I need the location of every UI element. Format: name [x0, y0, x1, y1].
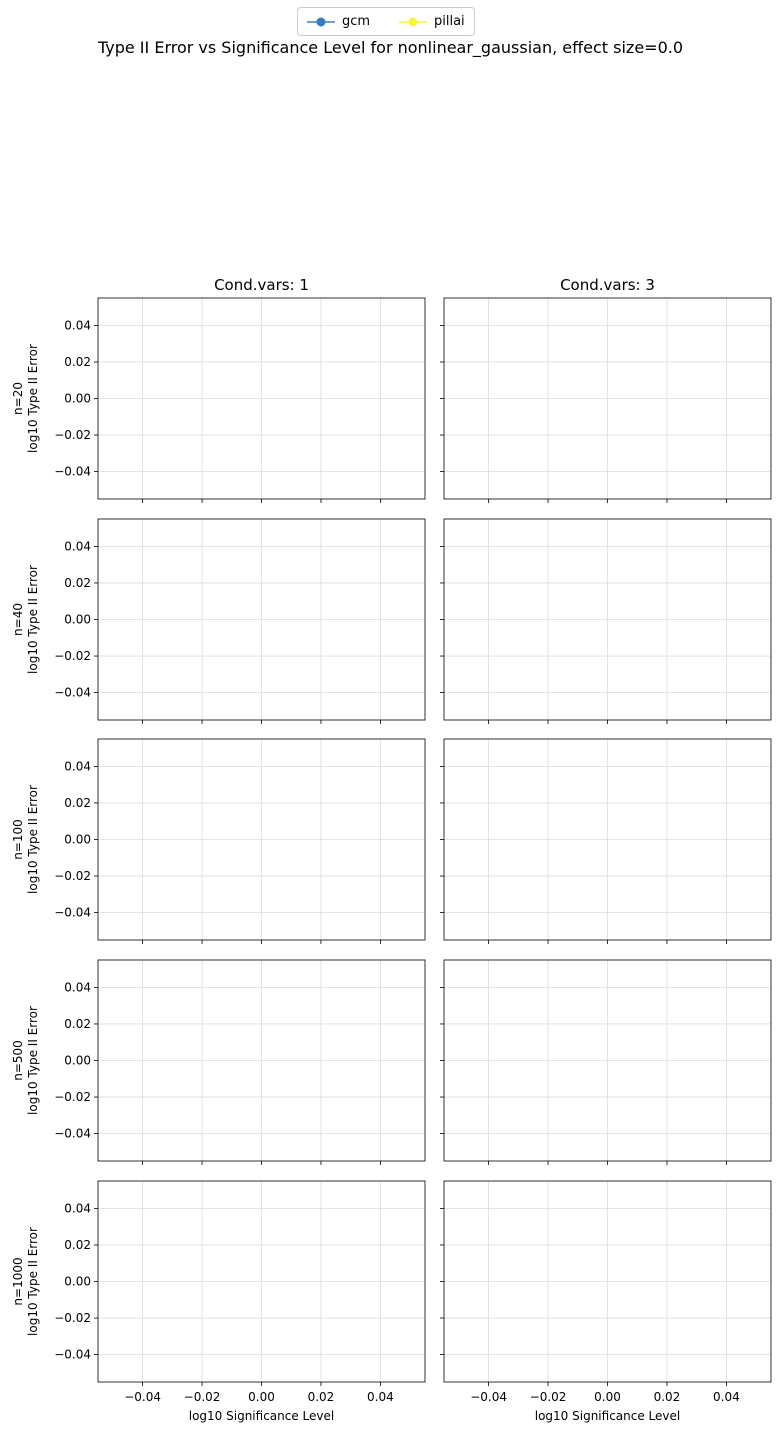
- panel-r2-c0: 0.04 0.02 0.00 −0.02 −0.04 n=100log10 Type II…: [11, 738, 426, 944]
- panel-frame: [443, 297, 772, 500]
- y-axis-label: log10 Type II Error: [26, 785, 40, 894]
- panel-frame: [443, 518, 772, 721]
- y-tick-label: −0.02: [54, 649, 91, 663]
- legend-label-pillai: pillai: [434, 14, 465, 29]
- row-label-sample-size: n=100: [11, 819, 25, 860]
- y-tick-label: 0.04: [64, 759, 91, 773]
- panel-frame: [97, 1180, 426, 1383]
- x-tick-label: −0.02: [530, 1390, 567, 1404]
- x-tick-label: −0.04: [470, 1390, 507, 1404]
- panel-r0-c0: 0.04 0.02 0.00 −0.02 −0.04 Cond.vars: 1 n=20lo…: [11, 276, 426, 503]
- legend-entry-gcm: gcm: [306, 13, 370, 31]
- x-tick-label: −0.04: [124, 1390, 161, 1404]
- panel-r0-c1: Cond.vars: 3: [440, 276, 772, 503]
- y-tick-label: −0.02: [54, 869, 91, 883]
- x-tick-label: 0.02: [308, 1390, 335, 1404]
- x-axis-label: log10 Significance Level: [535, 1409, 680, 1423]
- panel-frame: [97, 959, 426, 1162]
- y-tick-label: −0.04: [54, 906, 91, 920]
- chart-title: Type II Error vs Significance Level for …: [97, 38, 684, 57]
- panel-r2-c1: [440, 738, 772, 944]
- y-tick-label: 0.00: [64, 392, 91, 406]
- legend-marker-gcm: [307, 17, 335, 27]
- y-tick-label: 0.04: [64, 1201, 91, 1215]
- y-tick-label: 0.02: [64, 576, 91, 590]
- y-tick-label: −0.04: [54, 465, 91, 479]
- row-label-sample-size: n=1000: [11, 1257, 25, 1305]
- x-tick-label: 0.00: [594, 1390, 621, 1404]
- y-tick-label: 0.02: [64, 1238, 91, 1252]
- legend: gcm pillai: [297, 7, 475, 36]
- x-tick-label: −0.02: [184, 1390, 221, 1404]
- panel-frame: [443, 1180, 772, 1383]
- legend-marker-pillai: [399, 17, 427, 27]
- panel-frame: [443, 959, 772, 1162]
- y-tick-label: 0.02: [64, 796, 91, 810]
- y-tick-label: −0.02: [54, 428, 91, 442]
- legend-entry-pillai: pillai: [398, 13, 465, 31]
- x-axis-label: log10 Significance Level: [189, 1409, 334, 1423]
- x-tick-label: 0.02: [654, 1390, 681, 1404]
- row-label: n=1000log10 Type II Error: [11, 1227, 40, 1336]
- y-tick-label: 0.04: [64, 539, 91, 553]
- y-axis-label: log10 Type II Error: [26, 1006, 40, 1115]
- y-tick-label: 0.00: [64, 833, 91, 847]
- y-tick-label: −0.04: [54, 1348, 91, 1362]
- column-title: Cond.vars: 1: [214, 276, 309, 294]
- panel-r1-c0: 0.04 0.02 0.00 −0.02 −0.04 n=40log10 Type II …: [11, 518, 426, 724]
- panel-frame: [443, 738, 772, 941]
- panel-frame: [97, 297, 426, 500]
- row-label-sample-size: n=40: [11, 603, 25, 636]
- panel-r3-c0: 0.04 0.02 0.00 −0.02 −0.04 n=500log10 Type II…: [11, 959, 426, 1165]
- x-tick-label: 0.00: [248, 1390, 275, 1404]
- row-label-sample-size: n=20: [11, 382, 25, 415]
- y-tick-label: 0.00: [64, 1275, 91, 1289]
- panel-r3-c1: [440, 959, 772, 1165]
- y-tick-label: 0.04: [64, 318, 91, 332]
- row-label: n=500log10 Type II Error: [11, 1006, 40, 1115]
- y-tick-label: 0.00: [64, 1054, 91, 1068]
- panel-r4-c1: −0.04 −0.02 0.00 0.02 0.04 log10 Significance…: [440, 1180, 772, 1423]
- x-tick-label: 0.04: [713, 1390, 740, 1404]
- panel-r4-c0: −0.04 −0.02 0.00 0.02 0.04 0.04 0.02 0.00 −0.02 −…: [11, 1180, 426, 1423]
- row-label: n=40log10 Type II Error: [11, 565, 40, 674]
- column-title: Cond.vars: 3: [560, 276, 655, 294]
- y-axis-label: log10 Type II Error: [26, 1227, 40, 1336]
- y-tick-label: 0.02: [64, 1017, 91, 1031]
- y-tick-label: 0.02: [64, 355, 91, 369]
- y-tick-label: −0.04: [54, 1127, 91, 1141]
- y-axis-label: log10 Type II Error: [26, 565, 40, 674]
- y-tick-label: −0.02: [54, 1311, 91, 1325]
- row-label: n=20log10 Type II Error: [11, 344, 40, 453]
- row-label: n=100log10 Type II Error: [11, 785, 40, 894]
- row-label-sample-size: n=500: [11, 1040, 25, 1081]
- legend-label-gcm: gcm: [342, 14, 371, 29]
- y-axis-label: log10 Type II Error: [26, 344, 40, 453]
- y-tick-label: −0.02: [54, 1090, 91, 1104]
- panel-r1-c1: [440, 518, 772, 724]
- y-tick-label: −0.04: [54, 686, 91, 700]
- panel-frame: [97, 738, 426, 941]
- panel-frame: [97, 518, 426, 721]
- y-tick-label: 0.00: [64, 613, 91, 627]
- x-tick-label: 0.04: [367, 1390, 394, 1404]
- y-tick-label: 0.04: [64, 980, 91, 994]
